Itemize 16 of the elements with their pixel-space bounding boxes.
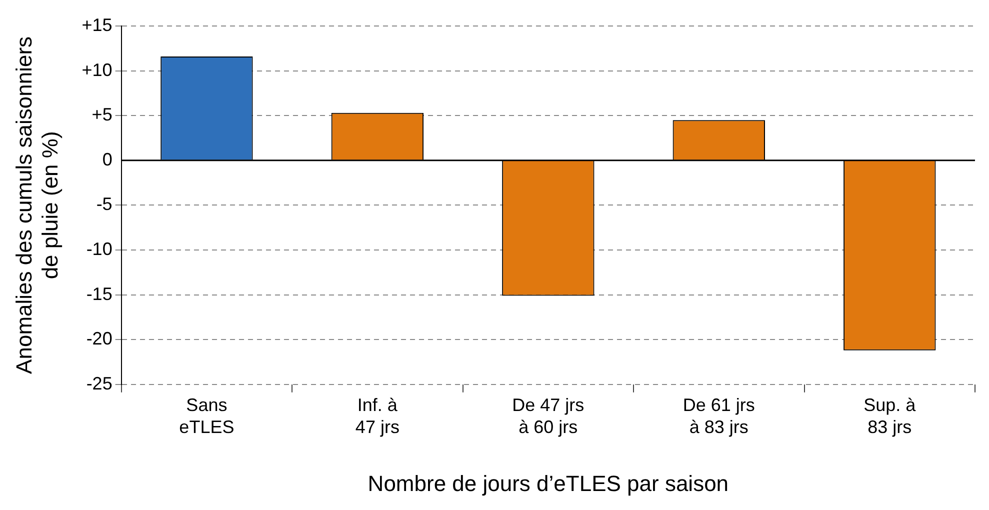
y-tick-label: 0 <box>102 149 112 170</box>
y-tick-label: -15 <box>86 284 112 304</box>
x-tick-label: Sup. à 83 jrs <box>864 395 917 437</box>
y-tick-label: -25 <box>86 373 112 394</box>
y-tick-label: +5 <box>92 104 112 125</box>
y-tick-label: -10 <box>86 238 112 259</box>
x-axis-title: Nombre de jours d’eTLES par saison <box>368 470 729 496</box>
x-tick-label: Sans eTLES <box>179 395 234 437</box>
y-tick-label: -20 <box>86 328 112 349</box>
x-tick-label: De 47 jrs à 60 jrs <box>512 395 584 437</box>
y-tick-label: +15 <box>82 14 112 35</box>
x-tick-label: Inf. à 47 jrs <box>355 395 400 437</box>
y-tick-label: -5 <box>96 194 112 214</box>
x-tick-label: De 61 jrs à 83 jrs <box>682 395 755 437</box>
y-tick-label: +10 <box>82 60 112 80</box>
y-axis-title: Anomalies des cumuls saisonniers de pluie (en %) <box>11 36 63 374</box>
